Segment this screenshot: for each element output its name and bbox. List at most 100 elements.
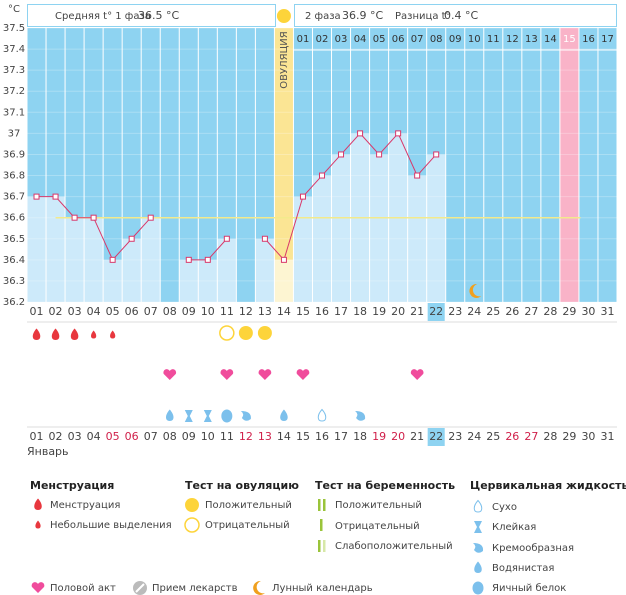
bar	[198, 259, 218, 302]
x-tick-label-bottom: 23	[448, 430, 462, 443]
temp-marker	[338, 151, 345, 158]
y-tick-label: 36.3	[3, 276, 25, 287]
legend-title: Тест на овуляцию	[185, 479, 299, 492]
x-tick-label: 18	[353, 305, 367, 318]
y-tick-label: 36.4	[3, 255, 25, 266]
phase2-day-label: 16	[582, 34, 595, 45]
x-tick-label: 15	[296, 305, 310, 318]
temp-marker	[71, 214, 78, 221]
x-tick-label: 10	[201, 305, 215, 318]
y-tick-label: 36.9	[3, 149, 25, 160]
x-tick-label: 29	[562, 305, 576, 318]
x-tick-label-bottom: 16	[315, 430, 329, 443]
x-tick-label: 13	[258, 305, 272, 318]
x-tick-label-bottom: 08	[163, 430, 177, 443]
x-tick-label: 01	[30, 305, 44, 318]
bar	[84, 217, 104, 302]
phase2-day-label: 15	[563, 34, 576, 45]
dry-icon	[317, 408, 327, 422]
x-tick-label-bottom: 27	[524, 430, 538, 443]
x-tick-label-bottom: 04	[87, 430, 101, 443]
x-tick-label-bottom: 12	[239, 430, 253, 443]
phase2-box	[294, 4, 617, 27]
legend-icon	[474, 561, 482, 573]
sticky-icon	[184, 410, 193, 422]
y-tick-label: 36.8	[3, 171, 25, 182]
legend-icon	[473, 499, 483, 513]
x-tick-label: 23	[448, 305, 462, 318]
x-tick-label: 25	[486, 305, 500, 318]
temp-marker	[52, 193, 59, 200]
x-tick-label-bottom: 25	[486, 430, 500, 443]
phase1-box	[27, 4, 276, 27]
phase2-day-label: 06	[392, 34, 405, 45]
phase2-day-label: 02	[316, 34, 329, 45]
x-tick-label-bottom: 09	[182, 430, 196, 443]
diff-value: 0.4 °C	[444, 9, 478, 22]
legend-label: Положительный	[335, 500, 422, 511]
watery-icon	[280, 409, 288, 421]
phase2-day-label: 14	[544, 34, 557, 45]
x-tick-label: 20	[391, 305, 405, 318]
x-tick-label-bottom: 13	[258, 430, 272, 443]
ovulation-label: ОВУЛЯЦИЯ	[279, 31, 290, 89]
legend-icon	[184, 517, 200, 533]
temp-marker	[414, 172, 421, 179]
bar	[65, 217, 85, 302]
y-tick-label: 36.2	[3, 297, 25, 308]
spotting-icon	[110, 330, 116, 339]
temp-line	[264, 132, 437, 261]
legend-title: Менструация	[30, 479, 114, 492]
temp-marker	[280, 256, 287, 263]
legend-icon	[35, 520, 41, 529]
y-tick-label: 37.5	[3, 23, 25, 34]
x-tick-label-bottom: 21	[410, 430, 424, 443]
legend-label: Сухо	[492, 502, 517, 513]
bar	[179, 259, 199, 302]
legend-label: Прием лекарств	[152, 583, 238, 594]
legend-icon	[320, 519, 323, 531]
bar	[122, 238, 142, 302]
x-tick-label-bottom: 06	[125, 430, 139, 443]
spotting-icon	[90, 330, 97, 339]
y-tick-label: 36.5	[3, 234, 25, 245]
phase2-day-label: 11	[487, 34, 500, 45]
x-tick-label-bottom: 31	[600, 430, 614, 443]
temp-marker	[376, 151, 383, 158]
phase2-value: 36.9 °C	[342, 9, 383, 22]
legend-icon	[323, 499, 326, 511]
moon-icon	[469, 283, 482, 298]
x-tick-label: 28	[543, 305, 557, 318]
bar	[217, 238, 237, 302]
temp-marker	[433, 151, 440, 158]
legend-icon	[253, 580, 265, 595]
x-tick-label: 21	[410, 305, 424, 318]
ovulation-test-negative	[219, 325, 235, 341]
menstruation-icon	[51, 328, 60, 340]
heart-icon	[258, 369, 272, 380]
x-tick-label: 02	[49, 305, 63, 318]
x-tick-label: 19	[372, 305, 386, 318]
legend-label: Водянистая	[492, 563, 554, 574]
x-tick-label-bottom: 05	[106, 430, 120, 443]
legend-icon	[472, 581, 484, 595]
today-box	[427, 303, 445, 321]
bar	[274, 259, 294, 302]
x-tick-label: 05	[106, 305, 120, 318]
x-tick-label: 08	[163, 305, 177, 318]
legend-title: Цервикальная жидкость	[470, 479, 626, 492]
y-tick-label: 37.3	[3, 65, 25, 76]
x-tick-label-bottom: 30	[581, 430, 595, 443]
x-tick-label: 06	[125, 305, 139, 318]
menstruation-icon	[32, 328, 41, 340]
x-tick-label: 27	[524, 305, 538, 318]
phase2-day-label: 17	[601, 34, 614, 45]
bar	[27, 196, 47, 302]
x-tick-label-bottom: 18	[353, 430, 367, 443]
diff-label: Разница t°	[395, 11, 451, 22]
legend-label: Небольшие выделения	[50, 520, 172, 531]
x-tick-label-bottom: 01	[30, 430, 44, 443]
bar	[141, 217, 161, 302]
legend-icon	[318, 540, 321, 552]
ovulation-column	[274, 28, 294, 302]
